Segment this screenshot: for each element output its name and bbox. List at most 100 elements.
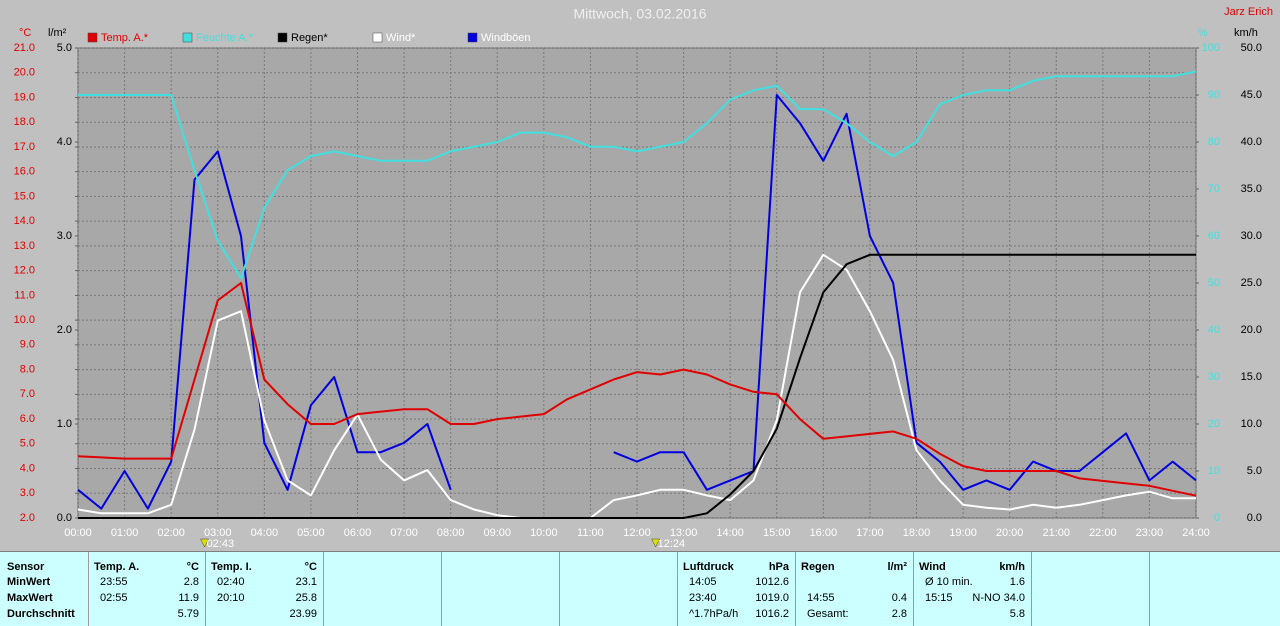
y-tick-label: 4.0 <box>20 462 35 474</box>
y-tick-label: 13.0 <box>14 240 35 252</box>
x-tick-label: 13:00 <box>670 527 698 539</box>
y-tick-label: 45.0 <box>1241 89 1262 101</box>
x-tick-label: 20:00 <box>996 527 1024 539</box>
legend-label: Regen* <box>291 32 328 44</box>
y-tick-label: 20.0 <box>1241 324 1262 336</box>
column-header: Temp. A. <box>94 561 140 573</box>
x-tick-label: 19:00 <box>949 527 977 539</box>
author: Jarz Erich <box>1224 6 1273 18</box>
cell-value: 5.8 <box>1009 608 1025 620</box>
y-tick-label: 9.0 <box>20 339 35 351</box>
legend-label: Wind* <box>386 32 416 44</box>
column-separator <box>1149 552 1150 626</box>
x-tick-label: 09:00 <box>483 527 511 539</box>
series-line <box>78 253 1196 519</box>
cell-time: 14:05 <box>689 576 717 588</box>
cell-value: N-NO 34.0 <box>972 592 1025 604</box>
legend-label: Temp. A.* <box>101 32 149 44</box>
y-tick-label: 0.0 <box>57 512 72 524</box>
chart-title: Mittwoch, 03.02.2016 <box>573 6 706 22</box>
y-tick-label: 0.0 <box>1247 512 1262 524</box>
cell-value: 11.9 <box>178 592 199 604</box>
y-tick-label: 10 <box>1208 465 1220 477</box>
x-tick-label: 03:00 <box>204 527 232 539</box>
column-unit: °C <box>304 561 317 573</box>
column-unit: °C <box>186 561 199 573</box>
x-tick-label: 06:00 <box>344 527 372 539</box>
y-tick-label: 3.0 <box>20 487 35 499</box>
y-tick-label: 17.0 <box>14 141 35 153</box>
row-label: Sensor <box>7 561 45 573</box>
x-tick-label: 23:00 <box>1136 527 1164 539</box>
x-tick-label: 17:00 <box>856 527 884 539</box>
y-tick-label: 70 <box>1208 183 1220 195</box>
y2-axis-unit: l/m² <box>48 27 67 39</box>
column-separator <box>559 552 560 626</box>
cell-value: 25.8 <box>295 592 317 604</box>
row-label: MaxWert <box>7 592 53 604</box>
y-tick-label: 5.0 <box>57 42 72 54</box>
cell-time: 02:55 <box>100 592 128 604</box>
y-tick-label: 15.0 <box>14 190 35 202</box>
y-tick-label: 15.0 <box>1241 371 1262 383</box>
x-tick-label: 07:00 <box>390 527 418 539</box>
cell-value: 2.8 <box>183 576 199 588</box>
x-tick-label: 10:00 <box>530 527 558 539</box>
y-tick-label: 50 <box>1208 277 1220 289</box>
y-tick-label: 14.0 <box>14 215 35 227</box>
column-separator <box>913 552 914 626</box>
legend-swatch <box>87 32 98 43</box>
x-tick-label: 21:00 <box>1042 527 1070 539</box>
y-tick-label: 3.0 <box>57 230 72 242</box>
column-header: Temp. I. <box>211 561 252 573</box>
y-tick-label: 25.0 <box>1241 277 1262 289</box>
column-separator <box>205 552 206 626</box>
y-tick-label: 8.0 <box>20 363 35 375</box>
y-tick-label: 60 <box>1208 230 1220 242</box>
cell-time: 02:40 <box>217 576 245 588</box>
cell-value: 1.6 <box>1009 576 1025 588</box>
legend-swatch <box>372 32 383 43</box>
cell-time: Ø 10 min. <box>925 576 973 588</box>
y-tick-label: 50.0 <box>1241 42 1262 54</box>
legend-label: Feuchte A.* <box>196 32 254 44</box>
annotation-label: 02:43 <box>207 538 235 550</box>
cell-time: 14:55 <box>807 592 835 604</box>
column-header: Luftdruck <box>683 561 734 573</box>
y-tick-label: 40 <box>1208 324 1220 336</box>
cell-value: 23.99 <box>289 608 317 620</box>
cell-value: 1012.6 <box>755 576 789 588</box>
y-tick-label: 5.0 <box>1247 465 1262 477</box>
cell-time: 23:40 <box>689 592 717 604</box>
column-separator <box>441 552 442 626</box>
y-tick-label: 30.0 <box>1241 230 1262 242</box>
series-line <box>77 282 1197 497</box>
y-tick-label: 7.0 <box>20 388 35 400</box>
cell-value: 0.4 <box>891 592 907 604</box>
legend-swatch <box>277 32 288 43</box>
column-separator <box>677 552 678 626</box>
column-header: Wind <box>919 561 946 573</box>
legend-swatch <box>467 32 478 43</box>
x-tick-label: 14:00 <box>716 527 744 539</box>
cell-time: 23:55 <box>100 576 128 588</box>
column-unit: l/m² <box>887 561 907 573</box>
cell-time: 20:10 <box>217 592 245 604</box>
series-line <box>77 94 1197 510</box>
series-line <box>77 253 1196 519</box>
y-tick-label: 5.0 <box>20 438 35 450</box>
cell-time: ^1.7hPa/h <box>689 608 739 620</box>
x-tick-label: 22:00 <box>1089 527 1117 539</box>
y-tick-label: 18.0 <box>14 116 35 128</box>
y-tick-label: 19.0 <box>14 91 35 103</box>
y-tick-label: 21.0 <box>14 42 35 54</box>
x-tick-label: 11:00 <box>577 527 604 539</box>
x-tick-label: 18:00 <box>903 527 931 539</box>
column-separator <box>1031 552 1032 626</box>
y-tick-label: 2.0 <box>57 324 72 336</box>
y-tick-label: 2.0 <box>20 512 35 524</box>
annotation-marker <box>200 538 209 548</box>
chart: Mittwoch, 03.02.2016 Jarz Erich °C l/m² … <box>14 6 1273 550</box>
y-tick-label: 20 <box>1208 418 1220 430</box>
